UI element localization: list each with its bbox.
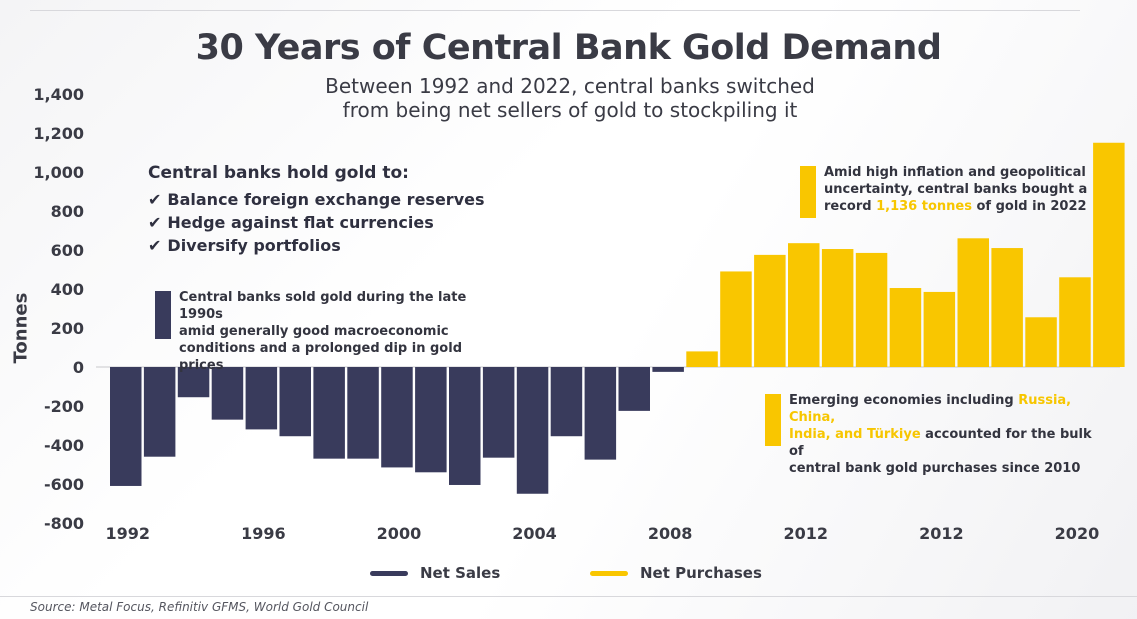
bar-2010 (720, 271, 752, 367)
annotation-line: Emerging economies including Russia, Chi… (789, 393, 1072, 425)
check-icon: ✔ (148, 213, 162, 232)
annotation-marker (155, 291, 171, 339)
y-tick-label: 1,200 (33, 124, 84, 143)
bar-2003 (482, 367, 515, 458)
bar-2020 (1059, 277, 1091, 367)
reason-item: ✔ Balance foreign exchange reserves (148, 188, 485, 211)
reason-item-label: Hedge against flat currencies (167, 213, 434, 232)
annotation-net-sales: Central banks sold gold during the late … (155, 289, 495, 373)
y-tick-label: 400 (51, 280, 84, 299)
bar-1993 (143, 367, 176, 457)
bottom-divider (0, 596, 1137, 597)
y-tick-label: 1,400 (33, 85, 84, 104)
bar-1999 (347, 367, 379, 459)
bar-2002 (449, 367, 481, 485)
bar-2015 (889, 288, 922, 367)
annotation-marker (765, 394, 781, 446)
chart-subtitle: Between 1992 and 2022, central banks swi… (290, 74, 850, 122)
annotation-line: amid generally good macroeconomic (179, 324, 449, 339)
y-tick-label: 600 (51, 241, 84, 260)
legend-item-net-purchases: Net Purchases (590, 564, 762, 582)
highlight-text: India, and Türkiye (789, 427, 921, 442)
x-tick-label: 2012 (919, 524, 964, 543)
bar-2006 (584, 367, 617, 460)
x-tick-label: 1992 (105, 524, 150, 543)
bar-2009 (686, 351, 718, 367)
chart-title: 30 Years of Central Bank Gold Demand (195, 28, 942, 68)
annotation-line: Central banks sold gold during the late … (179, 290, 467, 322)
bar-2013 (821, 249, 854, 367)
bar-2005 (550, 367, 583, 437)
x-tick-label: 2012 (783, 524, 828, 543)
y-tick-label: -200 (44, 397, 84, 416)
legend-swatch (590, 571, 628, 576)
y-tick-label: -400 (44, 436, 84, 455)
check-icon: ✔ (148, 236, 162, 255)
bar-2018 (991, 248, 1023, 367)
y-tick-label: 200 (51, 319, 84, 338)
bar-2008 (652, 367, 684, 372)
y-tick-label: 1,000 (33, 163, 84, 182)
reasons-box: Central banks hold gold to: ✔ Balance for… (148, 163, 485, 257)
bar-2014 (855, 252, 888, 367)
bar-1994 (177, 367, 210, 398)
reasons-heading: Central banks hold gold to: (148, 163, 409, 183)
legend-label: Net Purchases (640, 564, 762, 582)
annotation-marker (800, 166, 816, 218)
y-tick-label: 800 (51, 202, 84, 221)
annotation-emerging-economies: Emerging economies including Russia, Chi… (765, 392, 1105, 476)
bar-2000 (381, 367, 413, 468)
bar-2021 (1093, 142, 1125, 367)
annotation-line: uncertainty, central banks bought a (824, 182, 1088, 197)
x-tick-label: 2008 (648, 524, 693, 543)
x-tick-label: 1996 (241, 524, 286, 543)
reason-item-label: Diversify portfolios (167, 236, 341, 255)
x-tick-label: 2004 (512, 524, 557, 543)
annotation-line: record 1,136 tonnes of gold in 2022 (824, 199, 1087, 214)
bar-2012 (788, 243, 820, 367)
check-icon: ✔ (148, 190, 162, 209)
annotation-text: Central banks sold gold during the late … (179, 289, 495, 374)
annotation-record-2022: Amid high inflation and geopolitical unc… (800, 164, 1090, 218)
reason-item-label: Balance foreign exchange reserves (167, 190, 485, 209)
bar-2011 (754, 254, 786, 367)
highlight-text: Russia, China, (789, 393, 1072, 425)
bar-2019 (1025, 317, 1057, 367)
y-axis-ticks: 1,400 1,200 1,000 800 600 400 200 0 -200 -400 -600… (33, 85, 84, 533)
y-tick-label: 0 (73, 358, 84, 377)
annotation-text: Emerging economies including Russia, Chi… (789, 392, 1105, 477)
x-tick-label: 2000 (377, 524, 422, 543)
highlight-text: 1,136 tonnes (876, 199, 972, 214)
annotation-text: Amid high inflation and geopolitical unc… (824, 164, 1087, 215)
top-divider (30, 10, 1080, 11)
y-tick-label: -800 (44, 514, 84, 533)
subtitle-line-1: Between 1992 and 2022, central banks swi… (325, 74, 815, 98)
reason-item: ✔ Hedge against flat currencies (148, 211, 485, 234)
bar-2004 (516, 367, 549, 494)
legend-item-net-sales: Net Sales (370, 564, 500, 582)
legend-label: Net Sales (420, 564, 501, 582)
annotation-line: central bank gold purchases since 2010 (789, 461, 1081, 476)
bar-2016 (923, 291, 956, 367)
x-axis-ticks: 1992 1996 2000 2004 2008 2012 2012 2020 (105, 524, 1099, 543)
bars (110, 142, 1125, 494)
bar-2001 (415, 367, 447, 473)
annotation-line: India, and Türkiye accounted for the bul… (789, 427, 1092, 459)
bar-1998 (313, 367, 345, 459)
bar-1996 (245, 367, 278, 430)
bar-2007 (618, 367, 650, 411)
annotation-line: Amid high inflation and geopolitical (824, 165, 1086, 180)
source-note: Source: Metal Focus, Refinitiv GFMS, Wor… (30, 600, 369, 614)
reason-item: ✔ Diversify portfolios (148, 234, 485, 257)
subtitle-line-2: from being net sellers of gold to stockp… (342, 98, 798, 122)
bar-2017 (957, 238, 989, 367)
bar-1992 (110, 367, 142, 486)
bar-1995 (211, 367, 244, 420)
y-tick-label: -600 (44, 475, 84, 494)
annotation-line: conditions and a prolonged dip in gold p… (179, 341, 463, 373)
x-tick-label: 2020 (1055, 524, 1100, 543)
bar-1997 (279, 367, 311, 437)
legend-swatch (370, 571, 408, 576)
